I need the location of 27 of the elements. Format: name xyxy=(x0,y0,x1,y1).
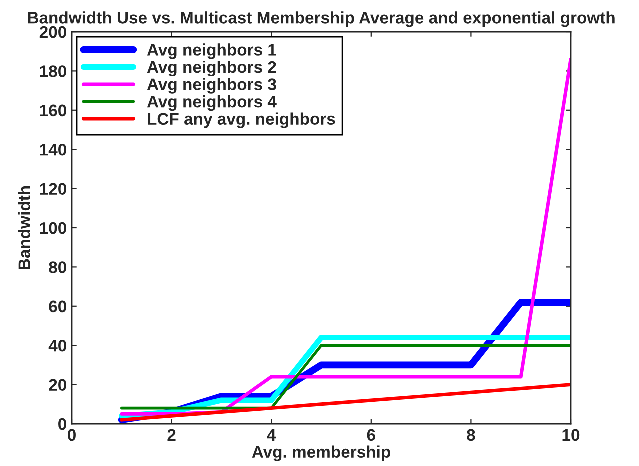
y-tick-label: 160 xyxy=(40,104,66,117)
x-tick-label: 6 xyxy=(367,429,376,442)
y-tick-label: 0 xyxy=(58,418,66,430)
x-tick-label: 10 xyxy=(562,429,580,442)
legend-label: Avg neighbors 4 xyxy=(147,95,277,112)
y-tick-label: 80 xyxy=(49,262,66,274)
y-tick-label: 20 xyxy=(49,379,66,392)
line-series xyxy=(120,58,571,416)
y-tick-label: 200 xyxy=(40,26,66,38)
legend-label: Avg neighbors 3 xyxy=(147,78,276,94)
y-axis-title: Bandwidth xyxy=(18,186,30,270)
x-tick-label: 0 xyxy=(68,429,76,442)
legend-label: Avg neighbors 2 xyxy=(147,60,276,77)
y-tick-label: 120 xyxy=(40,183,66,196)
x-tick-label: 2 xyxy=(168,429,176,441)
x-tick-label: 4 xyxy=(267,429,276,441)
y-tick-label: 180 xyxy=(40,66,66,78)
legend-label: LCF any avg. neighbors xyxy=(148,112,336,128)
y-tick-label: 100 xyxy=(40,222,66,234)
y-tick-label: 140 xyxy=(40,144,66,156)
y-tick-label: 60 xyxy=(49,300,66,313)
chart-title: Bandwidth Use vs. Multicast Membership Average and exponential growth xyxy=(28,12,615,28)
x-axis-title: Avg. membership xyxy=(252,446,390,462)
y-tick-label: 40 xyxy=(48,340,66,352)
x-tick-label: 8 xyxy=(467,429,476,442)
legend-label: Avg neighbors 1 xyxy=(147,44,276,60)
line-series xyxy=(120,383,571,422)
